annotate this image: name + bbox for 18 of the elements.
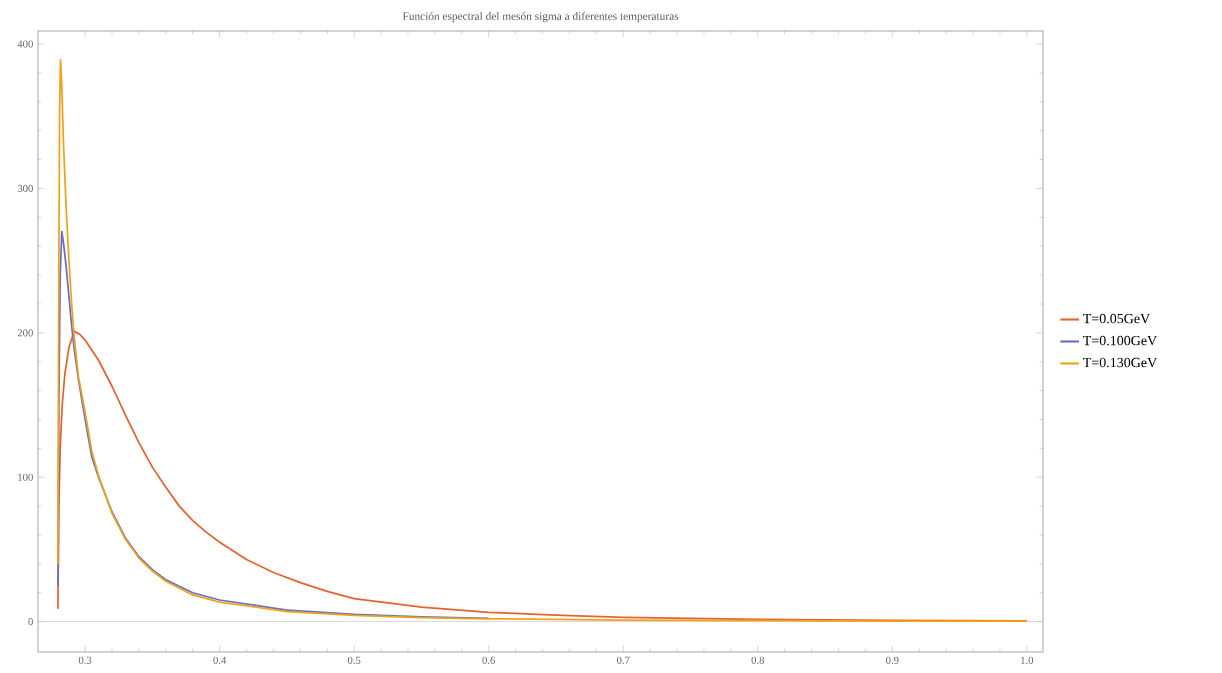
x-tick-label: 0.9 [886,656,899,664]
x-tick-label: 0.4 [213,656,227,664]
line-series [57,59,1028,623]
y-tick-label: 0 [28,618,33,626]
x-tick-label: 0.8 [751,656,765,664]
y-tick-label: 100 [18,473,33,481]
legend-label: T=0.05GeV [1083,313,1151,324]
y-tick-label: 300 [17,184,33,193]
y-tick-label: 400 [17,40,33,48]
x-tick-label: 1.0 [1021,656,1034,664]
x-tick-label: 0.6 [482,656,496,664]
legend-label: T=0.100GeV [1083,335,1158,346]
y-tick-label: 200 [17,329,33,337]
chart-title: Función espectral del mesón sigma a diferentes temperaturas [402,11,679,23]
legend-label: T=0.130GeV [1083,357,1158,368]
x-tick-label: 0.5 [347,656,361,664]
x-tick-label: 0.3 [78,656,92,664]
x-tick-label: 0.7 [616,656,630,664]
